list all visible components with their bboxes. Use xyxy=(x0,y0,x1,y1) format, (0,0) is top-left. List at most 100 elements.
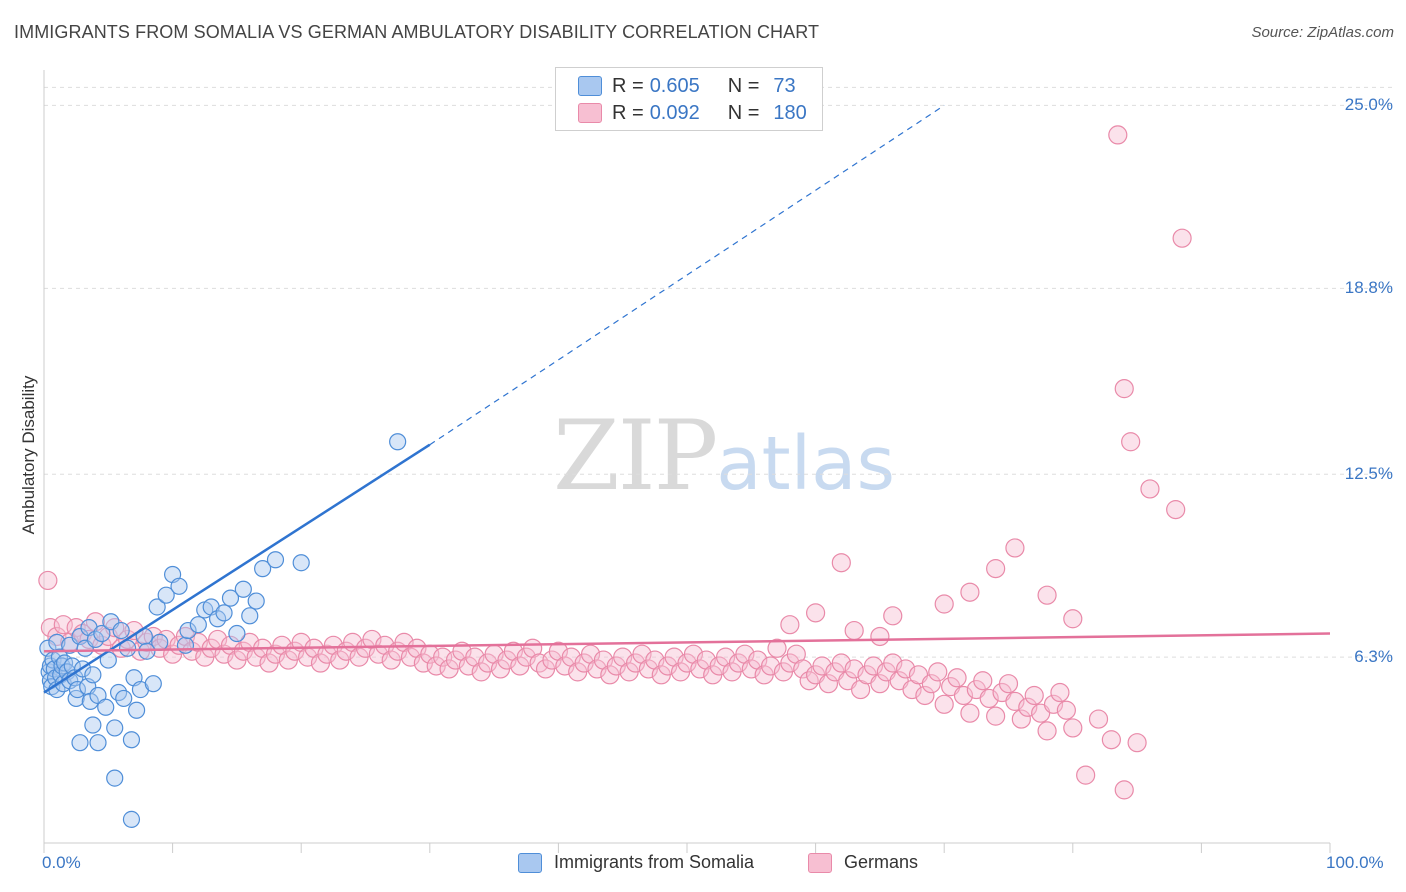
legend-swatch-germans xyxy=(578,103,602,123)
data-point xyxy=(241,607,259,625)
data-point xyxy=(292,554,310,572)
data-point xyxy=(71,734,89,752)
legend-n-value: 180 xyxy=(773,101,807,124)
watermark: ZIPatlas xyxy=(553,400,895,512)
data-point xyxy=(960,582,980,602)
series-legend-somalia[interactable]: Immigrants from Somalia xyxy=(518,852,754,873)
data-point xyxy=(67,689,85,708)
data-point xyxy=(106,719,124,737)
data-point xyxy=(986,706,1006,726)
data-point xyxy=(389,433,407,451)
x-tick-label-min: 0.0% xyxy=(42,853,81,872)
data-point xyxy=(844,620,864,641)
legend-r-value: 0.605 xyxy=(649,74,700,97)
data-point xyxy=(1101,730,1121,750)
data-point xyxy=(1121,432,1141,452)
data-point xyxy=(986,559,1006,579)
data-point xyxy=(831,553,851,573)
data-point xyxy=(93,624,111,643)
data-point xyxy=(870,674,890,694)
legend-swatch-somalia xyxy=(578,76,602,96)
data-point xyxy=(124,620,144,641)
data-point xyxy=(122,810,141,828)
data-point xyxy=(1011,709,1031,729)
series-name-germans: Germans xyxy=(844,852,919,872)
data-point xyxy=(151,633,169,651)
data-point xyxy=(97,698,115,716)
data-point xyxy=(127,701,146,719)
data-point xyxy=(1108,125,1128,145)
data-point xyxy=(928,662,948,682)
data-point xyxy=(247,592,265,610)
data-point xyxy=(148,598,166,616)
y-tick-label: 12.5% xyxy=(1344,464,1393,484)
somalia-points xyxy=(39,433,407,828)
legend-r-value: 0.092 xyxy=(649,101,700,124)
x-tick-label-max: 100.0% xyxy=(1326,853,1384,872)
data-point xyxy=(144,675,162,693)
y-tick-label: 6.3% xyxy=(1354,647,1393,667)
data-point xyxy=(1037,585,1057,605)
data-point xyxy=(266,551,285,569)
data-point xyxy=(1056,700,1076,720)
data-point xyxy=(870,626,890,647)
correlation-legend: R = 0.605 N = 73 R = 0.092 N = 180 xyxy=(555,67,823,131)
data-point xyxy=(112,621,130,640)
data-point xyxy=(934,594,954,614)
data-point xyxy=(1037,721,1057,741)
data-point xyxy=(915,685,935,706)
data-point xyxy=(234,580,252,598)
data-point xyxy=(170,577,188,595)
y-tick-label: 25.0% xyxy=(1344,95,1393,115)
data-point xyxy=(1127,733,1147,753)
data-point xyxy=(1050,682,1070,703)
data-point xyxy=(921,674,941,694)
data-point xyxy=(38,570,58,591)
data-point xyxy=(138,642,156,660)
data-point xyxy=(767,638,787,658)
data-point xyxy=(68,680,87,699)
watermark-zip: ZIP xyxy=(553,400,718,512)
legend-row-germans: R = 0.092 N = 180 xyxy=(578,100,807,126)
data-point xyxy=(254,560,272,578)
data-point xyxy=(883,606,903,626)
data-point xyxy=(157,586,175,604)
data-point xyxy=(122,731,141,749)
legend-n-label: N = xyxy=(727,74,760,97)
data-point xyxy=(189,616,207,634)
data-point xyxy=(934,694,954,714)
y-tick-label: 18.8% xyxy=(1344,278,1393,298)
data-point xyxy=(86,630,105,649)
data-point xyxy=(1140,479,1160,499)
source-label: Source: ZipAtlas.com xyxy=(1251,24,1394,41)
data-point xyxy=(973,671,993,691)
data-point xyxy=(1005,538,1025,558)
chart-title: IMMIGRANTS FROM SOMALIA VS GERMAN AMBULA… xyxy=(14,22,820,42)
legend-row-somalia: R = 0.605 N = 73 xyxy=(578,73,796,99)
data-point xyxy=(1024,685,1044,706)
data-point xyxy=(1166,500,1186,520)
series-swatch-germans xyxy=(808,852,832,873)
axes xyxy=(43,70,1331,853)
data-point xyxy=(780,615,800,635)
data-point xyxy=(1114,379,1134,399)
data-point xyxy=(84,666,102,684)
data-point xyxy=(89,686,107,705)
data-point xyxy=(176,636,195,654)
series-legend-germans[interactable]: Germans xyxy=(808,852,918,873)
data-point xyxy=(106,769,124,787)
germans-trendline xyxy=(43,632,1331,653)
germans-points xyxy=(38,125,1192,800)
data-point xyxy=(89,734,107,752)
legend-n-label: N = xyxy=(727,101,760,124)
data-point xyxy=(947,668,967,688)
data-point xyxy=(209,610,227,628)
data-point xyxy=(1063,718,1083,738)
data-point xyxy=(1172,228,1192,248)
trendlines xyxy=(43,104,1331,694)
series-legend: Immigrants from Somalia Germans xyxy=(0,852,1406,876)
data-point xyxy=(818,674,839,694)
data-point xyxy=(228,624,246,643)
data-point xyxy=(960,703,980,723)
